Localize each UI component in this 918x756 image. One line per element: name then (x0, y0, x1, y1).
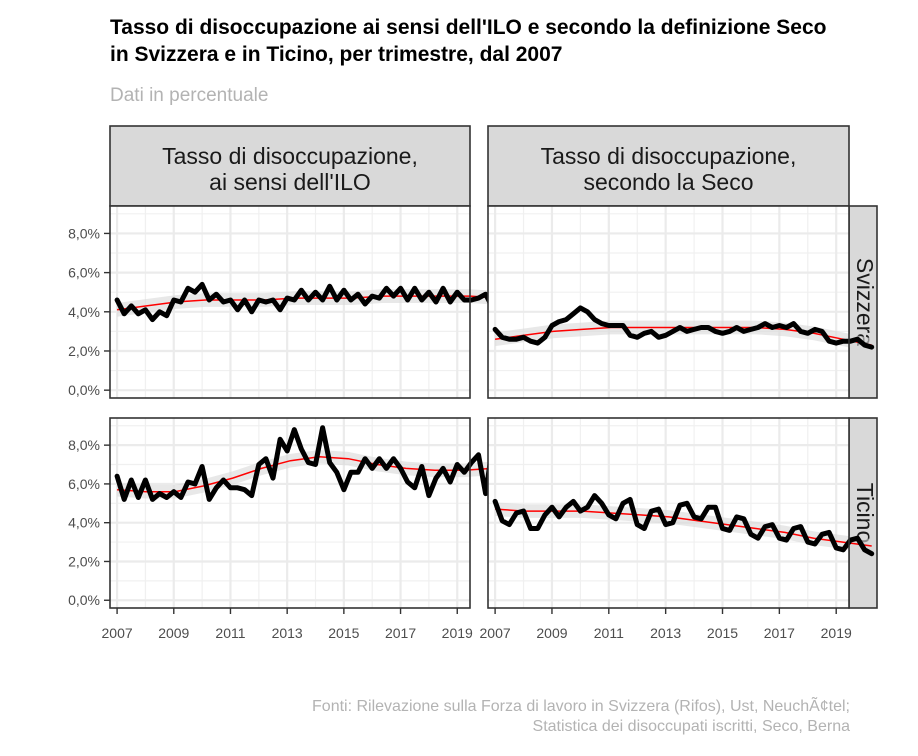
x-tick-label: 2007 (480, 625, 511, 641)
panel-0-series-line (114, 281, 503, 323)
panel-background-1 (488, 206, 849, 398)
y-tick-label: 4,0% (68, 304, 100, 320)
caption-line2: Statistica dei disoccupati iscritti, Sec… (532, 718, 850, 735)
y-tick-label: 2,0% (68, 343, 100, 359)
y-tick-label: 8,0% (68, 225, 100, 241)
x-tick-label: 2009 (158, 625, 189, 641)
y-tick-label: 6,0% (68, 476, 100, 492)
x-tick-label: 2015 (328, 625, 359, 641)
x-tick-label: 2009 (536, 625, 567, 641)
panel-1-series-line (492, 305, 875, 350)
x-tick-label: 2011 (594, 625, 624, 641)
facet-strip-row-0 (848, 205, 878, 399)
chart-subtitle: Dati in percentuale (110, 85, 269, 106)
x-tick-label: 2015 (707, 625, 738, 641)
x-tick-label: 2017 (385, 625, 416, 641)
facet-strip-col-0-line2: ai sensi dell'ILO (209, 169, 371, 195)
chart-title-line2: in Svizzera e in Ticino, per trimestre, … (110, 43, 563, 66)
y-tick-label: 0,0% (68, 592, 100, 608)
facet-strip-row-1 (848, 417, 878, 609)
facet-strip-col-1-line1: Tasso di disoccupazione, (541, 143, 797, 169)
y-tick-label: 8,0% (68, 437, 100, 453)
y-tick-label: 6,0% (68, 265, 100, 281)
panel-border-0 (109, 205, 471, 399)
chart-title-line1: Tasso di disoccupazione ai sensi dell'IL… (110, 16, 827, 39)
facet-strip-col-0 (109, 125, 471, 207)
panel-border-1 (487, 205, 850, 399)
panel-3-series-line (492, 493, 875, 557)
facet-strip-row-0-label: Svizzera (852, 258, 878, 346)
panel-border-3 (487, 417, 850, 609)
x-tick-label: 2013 (272, 625, 303, 641)
y-tick-label: 4,0% (68, 515, 100, 531)
panel-border-2 (109, 417, 471, 609)
x-tick-label: 2007 (102, 625, 133, 641)
panel-2-series-line (114, 425, 496, 502)
caption-line1: Fonti: Rilevazione sulla Forza di lavoro… (312, 698, 850, 715)
y-tick-label: 2,0% (68, 553, 100, 569)
x-tick-label: 2019 (442, 625, 473, 641)
y-tick-label: 0,0% (68, 382, 100, 398)
facet-strip-row-1-label: Ticino (852, 483, 878, 544)
facet-strip-col-1-line2: secondo la Seco (583, 169, 753, 195)
x-tick-label: 2011 (215, 625, 245, 641)
x-tick-label: 2019 (821, 625, 852, 641)
chart-title: Tasso di disoccupazione ai sensi dell'IL… (110, 14, 826, 68)
chart-caption: Fonti: Rilevazione sulla Forza di lavoro… (312, 697, 850, 737)
x-tick-label: 2017 (764, 625, 795, 641)
x-tick-label: 2013 (650, 625, 681, 641)
panel-3-trend-band (495, 502, 872, 553)
facet-strip-col-0-line1: Tasso di disoccupazione, (162, 143, 418, 169)
